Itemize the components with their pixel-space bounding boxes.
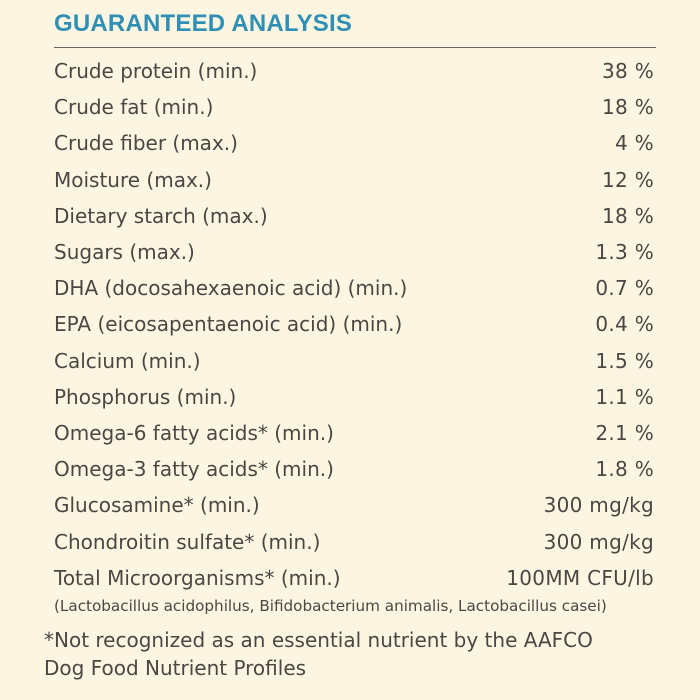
analysis-row: Total Microorganisms* (min.) 100MM CFU/l… — [54, 560, 654, 596]
nutrient-label: Phosphorus (min.) — [54, 384, 237, 409]
nutrient-label: DHA (docosahexaenoic acid) (min.) — [54, 276, 408, 301]
nutrient-label: Calcium (min.) — [54, 348, 201, 373]
analysis-row: Crude protein (min.) 38 % — [54, 53, 654, 89]
microorganisms-note: (Lactobacillus acidophilus, Bifidobacter… — [54, 597, 607, 615]
nutrient-value: 300 mg/kg — [543, 493, 654, 518]
nutrient-label: Total Microorganisms* (min.) — [54, 565, 341, 590]
analysis-row: Moisture (max.) 12 % — [54, 162, 654, 198]
nutrient-label: Crude protein (min.) — [54, 59, 258, 84]
nutrient-value: 100MM CFU/lb — [506, 565, 654, 590]
analysis-row: Crude fat (min.) 18 % — [54, 89, 654, 125]
heading-divider — [54, 47, 656, 48]
nutrient-value: 0.7 % — [595, 276, 654, 301]
analysis-row: Chondroitin sulfate* (min.) 300 mg/kg — [54, 523, 654, 559]
analysis-row: Crude fiber (max.) 4 % — [54, 125, 654, 161]
nutrient-value: 1.3 % — [595, 240, 654, 265]
nutrient-label: EPA (eicosapentaenoic acid) (min.) — [54, 312, 403, 337]
analysis-row: Phosphorus (min.) 1.1 % — [54, 379, 654, 415]
nutrient-value: 1.8 % — [595, 457, 654, 482]
analysis-row: Sugars (max.) 1.3 % — [54, 234, 654, 270]
nutrient-value: 0.4 % — [595, 312, 654, 337]
nutrient-value: 2.1 % — [595, 420, 654, 445]
analysis-table: Crude protein (min.) 38 % Crude fat (min… — [54, 53, 654, 596]
aafco-footnote: *Not recognized as an essential nutrient… — [44, 626, 664, 682]
nutrient-label: Moisture (max.) — [54, 167, 212, 192]
nutrient-value: 18 % — [601, 95, 654, 120]
analysis-row: EPA (eicosapentaenoic acid) (min.) 0.4 % — [54, 306, 654, 342]
nutrient-label: Glucosamine* (min.) — [54, 493, 260, 518]
analysis-row: Omega-6 fatty acids* (min.) 2.1 % — [54, 415, 654, 451]
analysis-row: Glucosamine* (min.) 300 mg/kg — [54, 487, 654, 523]
nutrient-label: Sugars (max.) — [54, 240, 195, 265]
nutrient-label: Crude fiber (max.) — [54, 131, 238, 156]
nutrient-value: 18 % — [601, 203, 654, 228]
nutrient-value: 12 % — [601, 167, 654, 192]
footnote-line: *Not recognized as an essential nutrient… — [44, 628, 593, 652]
nutrient-value: 1.1 % — [595, 384, 654, 409]
nutrient-label: Omega-6 fatty acids* (min.) — [54, 420, 334, 445]
nutrient-label: Crude fat (min.) — [54, 95, 214, 120]
analysis-row: Calcium (min.) 1.5 % — [54, 343, 654, 379]
nutrient-value: 1.5 % — [595, 348, 654, 373]
nutrient-value: 4 % — [615, 131, 654, 156]
section-heading: GUARANTEED ANALYSIS — [54, 10, 353, 37]
analysis-row: DHA (docosahexaenoic acid) (min.) 0.7 % — [54, 270, 654, 306]
footnote-line: Dog Food Nutrient Profiles — [44, 656, 307, 680]
nutrient-value: 300 mg/kg — [543, 529, 654, 554]
nutrient-label: Dietary starch (max.) — [54, 203, 268, 228]
nutrient-label: Chondroitin sulfate* (min.) — [54, 529, 321, 554]
analysis-row: Dietary starch (max.) 18 % — [54, 198, 654, 234]
nutrient-value: 38 % — [601, 59, 654, 84]
nutrient-label: Omega-3 fatty acids* (min.) — [54, 457, 334, 482]
analysis-row: Omega-3 fatty acids* (min.) 1.8 % — [54, 451, 654, 487]
